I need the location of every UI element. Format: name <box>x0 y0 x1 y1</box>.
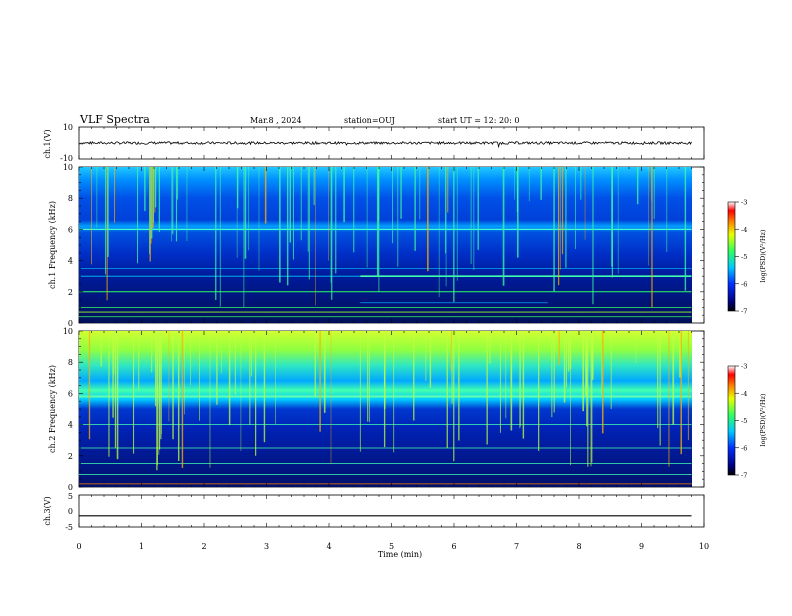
ch1-ylabel: ch.1(V) <box>43 129 52 158</box>
spec2-ylabel: ch.2 Frequency (kHz) <box>48 365 57 453</box>
panel-waveform-ch1: 10 -10 ch.1(V) <box>43 123 705 163</box>
spec1-ylabel: ch.1 Frequency (kHz) <box>48 201 57 289</box>
y-tick-label: 2 <box>68 452 73 461</box>
spectrogram-ch2-data <box>79 331 692 487</box>
ch1-ytick-top: 10 <box>63 123 73 132</box>
x-tick-label: 8 <box>576 542 581 551</box>
colorbar-ch2: -3 -4 -5 -6 -7 log(PSD)(V²/Hz) <box>727 363 767 480</box>
x-tick-label: 6 <box>451 542 456 551</box>
y-tick-label: 8 <box>68 358 73 367</box>
y-tick-label: 4 <box>68 421 73 430</box>
ch3-ytick-top: 5 <box>68 492 73 501</box>
x-axis-label: Time (min) <box>378 550 422 559</box>
spec1-yticks: 0 2 4 6 8 10 <box>63 163 704 328</box>
x-tick-label: 1 <box>139 542 144 551</box>
colorbar-tick-label: -5 <box>741 417 747 425</box>
colorbar-ch2-label: log(PSD)(V²/Hz) <box>759 393 767 446</box>
colorbar-ch1: -3 -4 -5 -6 -7 log(PSD)(V²/Hz) <box>727 199 767 316</box>
date-label: Mar.8 , 2024 <box>250 116 302 125</box>
colorbar-tick-label: -6 <box>741 444 747 452</box>
panel-spectrogram-ch2: ch.2 Frequency (kHz) 0 2 4 6 8 10 <box>48 327 705 492</box>
panel-spectrogram-ch1: ch.1 Frequency (kHz) 0 2 4 6 8 10 <box>48 163 705 328</box>
ch3-ytick-mid: 0 <box>68 507 73 516</box>
x-tick-label: 4 <box>326 542 331 551</box>
start-time-label: start UT = 12: 20: 0 <box>438 116 519 125</box>
y-tick-label: 0 <box>68 483 73 492</box>
spectrogram-ch1-data <box>79 167 692 323</box>
ch3-ylabel: ch.3(V) <box>43 496 52 525</box>
colorbar-ch2-scale <box>727 365 736 476</box>
spectrogram-ch2-features <box>79 331 692 485</box>
colorbar-tick-label: -7 <box>741 472 747 480</box>
colorbar-tick-label: -4 <box>741 390 747 398</box>
colorbar-tick-label: -6 <box>741 280 747 288</box>
colorbar-tick-label: -3 <box>741 199 747 207</box>
x-tick-label: 5 <box>389 542 394 551</box>
x-tick-label: 0 <box>76 542 81 551</box>
colorbar-ch1-ticks: -3 -4 -5 -6 -7 <box>735 199 747 316</box>
ch1-ytick-bottom: -10 <box>60 154 73 163</box>
y-tick-label: 4 <box>68 257 73 266</box>
colorbar-tick-label: -5 <box>741 253 747 261</box>
panel-waveform-ch3: 5 0 -5 ch.3(V) <box>43 492 705 532</box>
x-tick-label: 3 <box>264 542 269 551</box>
colorbar-ch1-label: log(PSD)(V²/Hz) <box>759 229 767 282</box>
figure-title: VLF Spectra <box>79 113 150 126</box>
station-label: station=OUJ <box>344 116 395 125</box>
x-tick-label: 10 <box>699 542 709 551</box>
y-tick-label: 6 <box>68 225 73 234</box>
waveform-trace-ch1 <box>78 140 692 149</box>
spec2-ylabel-text: ch.2 Frequency (kHz) <box>48 365 57 453</box>
colorbar-ch2-ticks: -3 -4 -5 -6 -7 <box>735 363 747 480</box>
colorbar-ch1-scale <box>727 201 736 312</box>
x-axis-ticks <box>78 127 705 527</box>
y-tick-label: 10 <box>63 327 73 336</box>
y-tick-label: 2 <box>68 288 73 297</box>
x-tick-label: 7 <box>514 542 519 551</box>
x-tick-label: 2 <box>201 542 206 551</box>
y-tick-label: 10 <box>63 163 73 172</box>
spectrogram-ch1-features <box>79 167 692 318</box>
colorbar-tick-label: -4 <box>741 226 747 234</box>
spec1-ylabel-text: ch.1 Frequency (kHz) <box>48 201 57 289</box>
spec2-yticks: 0 2 4 6 8 10 <box>63 327 704 492</box>
colorbar-tick-label: -3 <box>741 363 747 371</box>
y-tick-label: 0 <box>68 319 73 328</box>
x-tick-label: 9 <box>639 542 644 551</box>
y-tick-label: 8 <box>68 194 73 203</box>
ch3-ytick-bottom: -5 <box>65 523 73 532</box>
x-axis-tick-labels: 0 1 2 3 4 5 6 7 8 9 10 <box>76 542 709 551</box>
y-tick-label: 6 <box>68 389 73 398</box>
colorbar-tick-label: -7 <box>741 308 747 316</box>
